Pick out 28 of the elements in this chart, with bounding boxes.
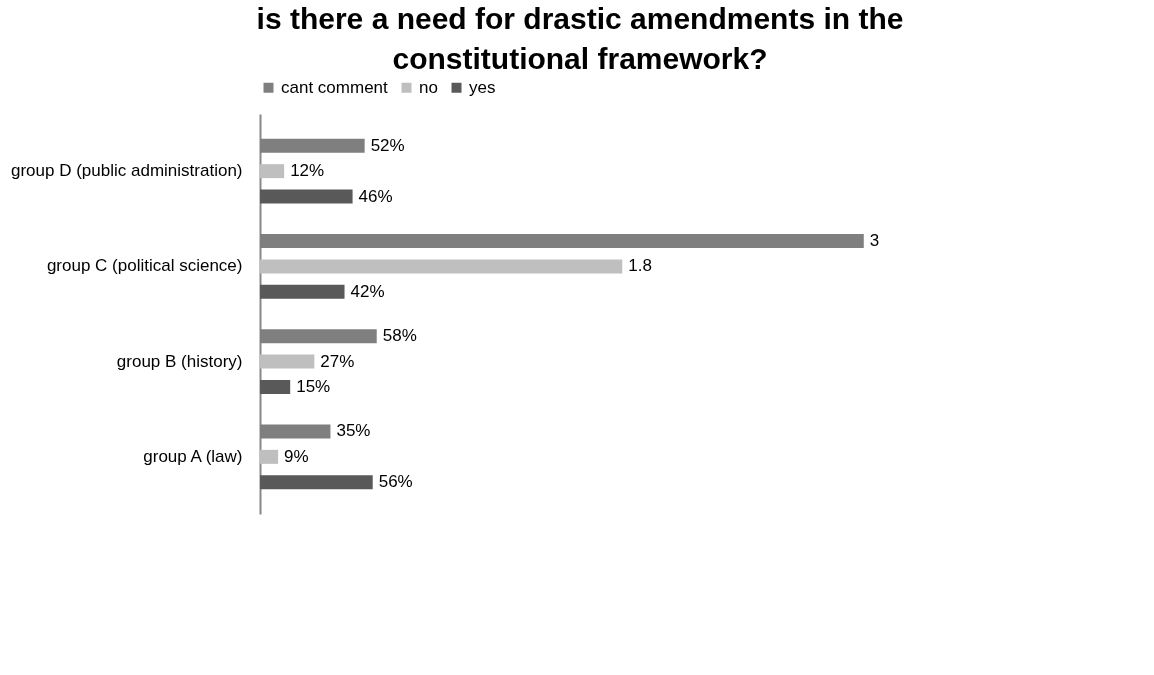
data-label: 15% <box>296 377 331 397</box>
legend-label: cant comment <box>281 77 389 97</box>
data-label: 9% <box>284 446 309 466</box>
chart-title: is there a need for drastic amendments in the constitutional framework? <box>256 2 904 75</box>
data-label: 35% <box>336 421 371 441</box>
bar <box>260 189 353 204</box>
bar <box>260 380 291 395</box>
bar <box>260 164 285 179</box>
data-label: 56% <box>378 472 413 492</box>
bar <box>260 284 345 299</box>
data-label: 3 <box>869 230 880 250</box>
y-tick-label: group A (law) <box>143 446 243 466</box>
bar <box>260 475 373 490</box>
data-label: 12% <box>290 161 325 181</box>
data-label: 42% <box>350 281 385 301</box>
bar <box>260 259 623 274</box>
data-label: 27% <box>320 351 355 371</box>
legend-label: yes <box>469 77 496 97</box>
data-label: 58% <box>382 326 417 346</box>
data-label: 46% <box>358 186 393 206</box>
data-label: 1.8 <box>628 256 652 276</box>
data-label: 52% <box>370 135 405 155</box>
bar <box>260 354 315 369</box>
y-tick-label: group C (political science) <box>46 256 243 276</box>
y-tick-label: group B (history) <box>116 351 243 371</box>
legend-label: no <box>419 77 438 97</box>
y-tick-label: group D (public administration) <box>11 161 243 181</box>
bar <box>260 449 279 464</box>
